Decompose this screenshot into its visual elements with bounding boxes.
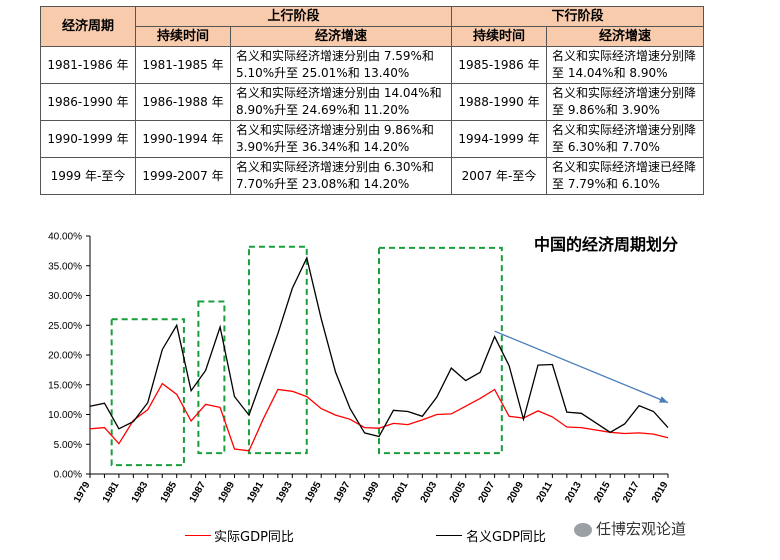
x-tick-label: 1981 (101, 480, 122, 505)
cycle-table: 经济周期 上行阶段 下行阶段 持续时间 经济增速 持续时间 经济增速 1981-… (40, 6, 704, 195)
cycle-box (378, 246, 503, 455)
x-tick-label: 1995 (303, 480, 324, 505)
header-up-growth: 经济增速 (230, 26, 452, 47)
x-tick-label: 2007 (477, 480, 498, 505)
x-tick-label: 2001 (390, 480, 411, 505)
x-tick-label: 2009 (505, 480, 526, 505)
trend-arrow-head (659, 396, 668, 403)
x-tick-label: 2013 (563, 480, 584, 505)
x-tick-label: 2011 (535, 480, 556, 505)
series-line-real-gdp (89, 382, 669, 452)
cycle-box (110, 318, 185, 467)
cell-down-growth: 名义和实际经济增速分别降至 14.04%和 8.90% (546, 46, 704, 84)
cell-up-duration: 1986-1988 年 (135, 83, 231, 121)
series-line-nominal-gdp (89, 256, 669, 438)
y-tick-label: 25.00% (48, 321, 82, 332)
cell-down-duration: 2007 年-至今 (451, 157, 547, 195)
x-tick-label: 1991 (245, 480, 266, 505)
y-tick-label: 5.00% (54, 440, 82, 451)
header-down-duration: 持续时间 (451, 26, 547, 47)
cell-up-duration: 1999-2007 年 (135, 157, 231, 195)
x-tick-label: 1985 (159, 480, 180, 505)
header-up-phase: 上行阶段 (135, 6, 452, 27)
watermark-text: 任博宏观论道 (596, 520, 687, 538)
table-row: 1999 年-至今 1999-2007 年 名义和实际经济增速分别由 6.30%… (40, 157, 704, 195)
x-tick-label: 1983 (130, 480, 151, 505)
cell-cycle: 1981-1986 年 (40, 46, 136, 84)
y-tick-label: 15.00% (48, 380, 82, 391)
x-tick-label: 1999 (361, 480, 382, 505)
cell-cycle: 1999 年-至今 (40, 157, 136, 195)
y-tick-label: 40.00% (48, 232, 82, 243)
legend-swatch-nominal (436, 535, 462, 536)
cycle-box (247, 245, 308, 455)
wechat-icon (574, 522, 592, 537)
table-row: 1986-1990 年 1986-1988 年 名义和实际经济增速分别由 14.… (40, 83, 704, 121)
gdp-cycle-chart: 中国的经济周期划分 0.00% 5.00% 10.00% 15.00% 20.00% 25… (48, 232, 678, 505)
cell-cycle: 1986-1990 年 (40, 83, 136, 121)
y-tick-label: 35.00% (48, 261, 82, 272)
x-tick-label: 1979 (72, 480, 93, 505)
x-tick-label: 1987 (188, 480, 209, 505)
y-tick-label: 10.00% (48, 410, 82, 421)
x-tick-label: 2015 (592, 480, 613, 505)
x-tick-label: 1989 (216, 480, 237, 505)
y-tick-label: 20.00% (48, 351, 82, 362)
cell-up-duration: 1990-1994 年 (135, 120, 231, 158)
cell-down-duration: 1985-1986 年 (451, 46, 547, 84)
header-down-growth: 经济增速 (546, 26, 704, 47)
header-up-duration: 持续时间 (135, 26, 231, 47)
cell-down-growth: 名义和实际经济增速分别降至 9.86%和 3.90% (546, 83, 704, 121)
cycle-box (197, 300, 226, 455)
y-tick-label: 0.00% (54, 470, 82, 481)
watermark: 任博宏观论道 (574, 518, 686, 539)
x-tick-label: 2003 (419, 480, 440, 505)
legend-swatch-real (185, 535, 211, 536)
chart-title: 中国的经济周期划分 (534, 235, 678, 254)
table-row: 1990-1999 年 1990-1994 年 名义和实际经济增速分别由 9.8… (40, 120, 704, 158)
x-tick-label: 2005 (448, 480, 469, 505)
cell-up-growth: 名义和实际经济增速分别由 9.86%和 3.90%升至 36.34%和 14.2… (230, 120, 452, 158)
x-tick-label: 1993 (274, 480, 295, 505)
trend-arrow-line (494, 330, 669, 404)
cell-up-growth: 名义和实际经济增速分别由 14.04%和 8.90%升至 24.69%和 11.… (230, 83, 452, 121)
y-tick-label: 30.00% (48, 291, 82, 302)
cell-down-duration: 1994-1999 年 (451, 120, 547, 158)
legend-label-real: 实际GDP同比 (214, 530, 294, 545)
cell-up-duration: 1981-1985 年 (135, 46, 231, 84)
legend-label-nominal: 名义GDP同比 (466, 530, 546, 545)
x-tick-label: 1997 (332, 480, 353, 505)
cell-down-growth: 名义和实际经济增速分别降至 6.30%和 7.70% (546, 120, 704, 158)
cell-down-duration: 1988-1990 年 (451, 83, 547, 121)
header-down-phase: 下行阶段 (451, 6, 704, 27)
cell-up-growth: 名义和实际经济增速分别由 6.30%和 7.70%升至 23.08%和 14.2… (230, 157, 452, 195)
x-tick-label: 2019 (650, 480, 671, 505)
table-row: 1981-1986 年 1981-1985 年 名义和实际经济增速分别由 7.5… (40, 46, 704, 84)
x-tick-label: 2017 (621, 480, 642, 505)
cell-down-growth: 名义和实际经济增速已经降至 7.79%和 6.10% (546, 157, 704, 195)
cell-cycle: 1990-1999 年 (40, 120, 136, 158)
cell-up-growth: 名义和实际经济增速分别由 7.59%和 5.10%升至 25.01%和 13.4… (230, 46, 452, 84)
header-cycle: 经济周期 (40, 6, 136, 47)
